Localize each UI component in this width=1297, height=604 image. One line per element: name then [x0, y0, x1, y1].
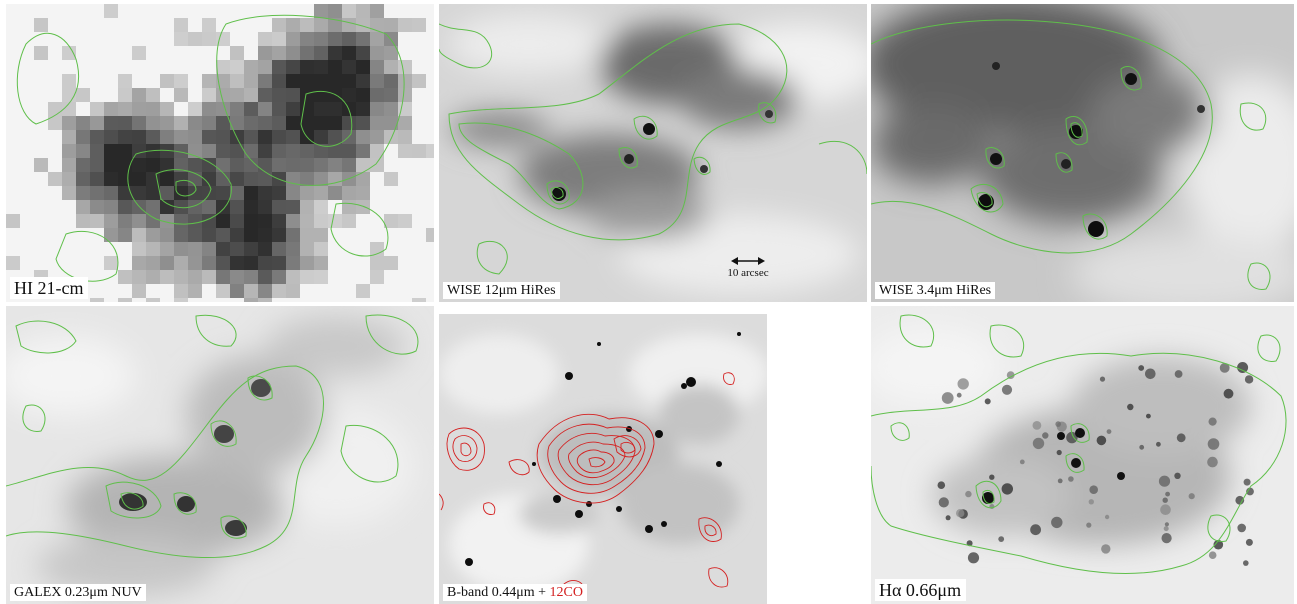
scale-bar-label: 10 arcsec — [727, 267, 769, 279]
panel-label-12co: 12CO — [549, 585, 583, 600]
panel-label-hi: HI 21-cm — [10, 277, 89, 299]
galex-nuv-image — [6, 306, 434, 604]
panel-label-b-band: B-band 0.44μm + 12CO — [443, 584, 587, 601]
wise-12um-image — [439, 4, 867, 302]
wise-3-4um-image — [871, 4, 1294, 302]
scale-bar-arrow-icon — [731, 256, 765, 266]
panel-label-h-alpha: Hα 0.66μm — [875, 579, 967, 601]
panel-label-wise-3-4um: WISE 3.4μm HiRes — [875, 282, 996, 299]
panel-label-wise-12um: WISE 12μm HiRes — [443, 282, 560, 299]
panel-label-galex: GALEX 0.23μm NUV — [10, 584, 146, 601]
panel-h-alpha: Hα 0.66μm — [871, 306, 1294, 604]
h-alpha-image — [871, 306, 1294, 604]
panel-hi-21cm: HI 21-cm — [6, 4, 434, 302]
panel-wise-12um: 10 arcsec WISE 12μm HiRes — [439, 4, 867, 302]
panel-wise-3-4um: WISE 3.4μm HiRes — [871, 4, 1294, 302]
panel-b-band-co: B-band 0.44μm + 12CO — [439, 314, 767, 604]
panel-galex-nuv: GALEX 0.23μm NUV — [6, 306, 434, 604]
panel-label-b-band-text: B-band 0.44μm + — [447, 585, 547, 600]
hi-21cm-image — [6, 4, 434, 302]
scale-bar: 10 arcsec — [718, 256, 778, 279]
b-band-image — [439, 314, 767, 604]
